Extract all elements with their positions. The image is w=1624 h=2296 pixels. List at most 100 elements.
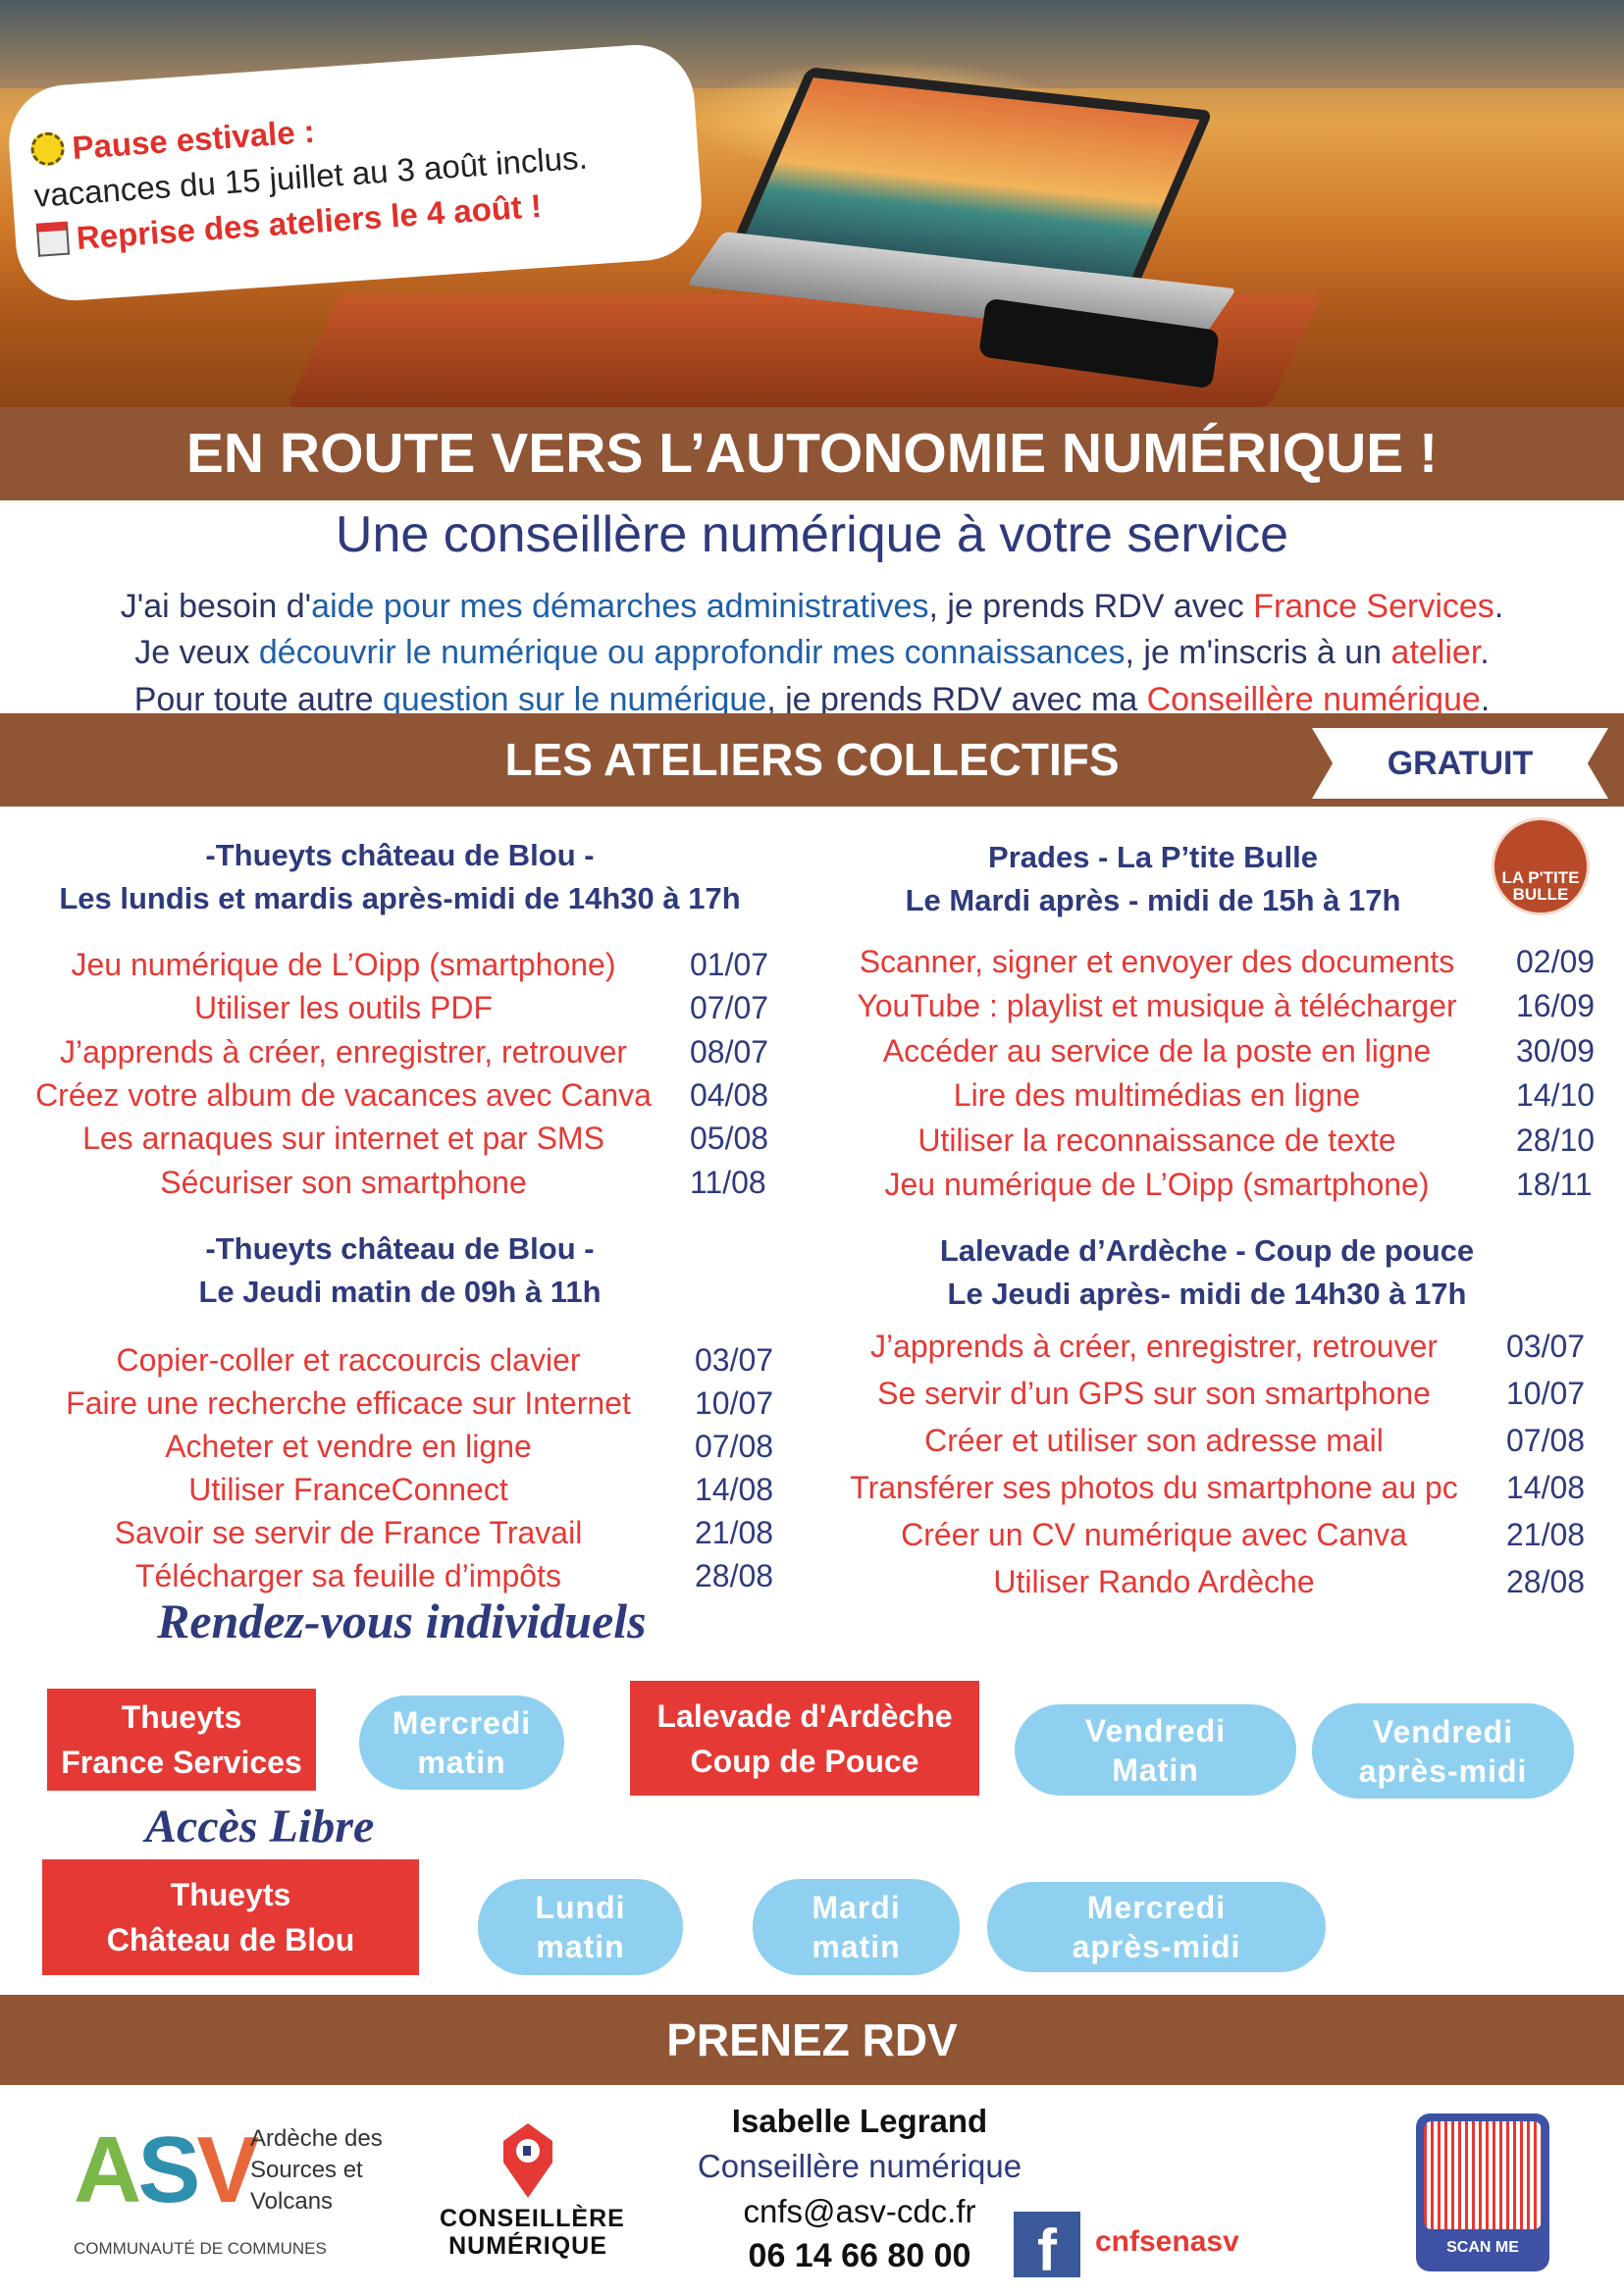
- workshop-title: Créez votre album de vacances avec Canva: [35, 1076, 652, 1113]
- workshop-title: Lire des multimédias en ligne: [953, 1077, 1361, 1114]
- workshop-date: 14/08: [695, 1472, 774, 1507]
- page-subtitle: Une conseillère numérique à votre servic…: [335, 506, 1289, 563]
- intro-segment: Conseillère numérique: [1146, 681, 1481, 718]
- workshop-title: Savoir se servir de France Travail: [114, 1515, 583, 1550]
- workshop-title: Se servir d’un GPS sur son smartphone: [877, 1376, 1431, 1411]
- contact-email[interactable]: cnfs@asv-cdc.fr: [743, 2193, 976, 2229]
- workshop-title: Créer et utiliser son adresse mail: [924, 1423, 1384, 1458]
- workshop-title: YouTube : playlist et musique à téléchar…: [857, 988, 1457, 1024]
- intro-segment: , je prends RDV avec ma: [766, 681, 1147, 718]
- workshop-date: 04/08: [690, 1076, 769, 1113]
- intro-segment: Pour toute autre: [133, 681, 383, 718]
- workshop-date: 05/08: [690, 1121, 769, 1157]
- libre-slot-lundi: Lundi matin: [478, 1879, 683, 1975]
- intro-segment: J'ai besoin d': [120, 588, 312, 625]
- rdv-place-thueyts: Thueyts France Services: [47, 1689, 316, 1791]
- workshop-title: Acheter et vendre en ligne: [165, 1429, 532, 1464]
- rdv-slot-vendredi-apres-midi: Vendredi après-midi: [1312, 1703, 1574, 1799]
- sun-icon: [29, 130, 66, 167]
- intro-line: Je veux découvrir le numérique ou approf…: [0, 629, 1624, 676]
- workshop-title: Scanner, signer et envoyer des documents: [859, 944, 1455, 979]
- workshop-title: Utiliser FranceConnect: [188, 1472, 508, 1507]
- facebook-icon[interactable]: f: [1014, 2212, 1080, 2283]
- conseiller-numerique-logo: CONSEILLÈRE NUMÉRIQUE: [440, 2121, 624, 2269]
- workshop-title: Faire une recherche efficace sur Interne…: [66, 1385, 631, 1421]
- intro-segment: aide pour mes démarches administratives: [311, 588, 929, 625]
- libre-slot-mardi: Mardi matin: [753, 1879, 960, 1975]
- group-place: Lalevade d’Ardèche - Coup de pouce: [939, 1233, 1475, 1268]
- group-place: -Thueyts château de Blou -: [205, 1231, 595, 1266]
- workshop-date: 03/07: [1506, 1329, 1586, 1364]
- facebook-handle[interactable]: cnfsenasv: [1095, 2225, 1239, 2258]
- intro-segment: Je veux: [134, 634, 259, 671]
- intro-segment: atelier: [1390, 634, 1481, 671]
- libre-title: Accès Libre: [145, 1800, 375, 1852]
- workshop-title: Copier-coller et raccourcis clavier: [116, 1342, 581, 1378]
- group-schedule: Le Jeudi matin de 09h à 11h: [198, 1275, 602, 1309]
- workshop-title: Utiliser la reconnaissance de texte: [917, 1122, 1396, 1158]
- workshop-title: J’apprends à créer, enregistrer, retrouv…: [59, 1033, 628, 1070]
- group-schedule: Les lundis et mardis après-midi de 14h30…: [59, 881, 741, 915]
- workshop-date: 14/10: [1516, 1077, 1596, 1114]
- workshop-title: Jeu numérique de L’Oipp (smartphone): [71, 947, 616, 982]
- workshop-title: Les arnaques sur internet et par SMS: [82, 1121, 604, 1157]
- contact-phone[interactable]: 06 14 66 80 00: [748, 2237, 971, 2274]
- libre-place-thueyts: Thueyts Château de Blou: [42, 1859, 419, 1975]
- page-title: EN ROUTE VERS L’AUTONOMIE NUMÉRIQUE !: [0, 407, 1624, 500]
- workshop-date: 01/07: [690, 947, 769, 982]
- intro-segment: .: [1493, 588, 1504, 625]
- workshop-date: 10/07: [695, 1385, 774, 1421]
- group-schedule: Le Mardi après - midi de 15h à 17h: [905, 883, 1401, 917]
- ateliers-header: LES ATELIERS COLLECTIFS GRATUIT: [0, 713, 1624, 807]
- intro-line: J'ai besoin d'aide pour mes démarches ad…: [0, 583, 1624, 630]
- rdv-slot-mercredi-matin: Mercredi matin: [359, 1696, 564, 1790]
- group-place: Prades - La P’tite Bulle: [988, 840, 1318, 874]
- workshop-title: J’apprends à créer, enregistrer, retrouv…: [869, 1329, 1439, 1364]
- workshop-date: 07/08: [695, 1429, 774, 1464]
- workshop-date: 18/11: [1516, 1167, 1593, 1202]
- workshop-title: Sécuriser son smartphone: [160, 1164, 527, 1200]
- workshop-date: 21/08: [695, 1515, 774, 1550]
- workshop-title: Transférer ses photos du smartphone au p…: [850, 1470, 1458, 1505]
- contact-name: Isabelle Legrand: [731, 2103, 988, 2139]
- workshop-title: Créer un CV numérique avec Canva: [901, 1517, 1407, 1552]
- contact-role: Conseillère numérique: [697, 2148, 1022, 2184]
- workshop-date: 02/09: [1516, 944, 1596, 979]
- location-pin-icon: [503, 2123, 552, 2198]
- workshop-date: 28/08: [1506, 1564, 1586, 1599]
- workshop-date: 10/07: [1506, 1376, 1586, 1411]
- intro-segment: .: [1480, 634, 1490, 671]
- intro-segment: , je prends RDV avec: [928, 588, 1254, 625]
- intro-segment: , je m'inscris à un: [1125, 634, 1391, 671]
- intro-segment: .: [1480, 681, 1491, 718]
- workshop-date: 03/07: [695, 1342, 774, 1378]
- group-place: -Thueyts château de Blou -: [205, 838, 595, 872]
- workshop-date: 28/10: [1516, 1122, 1596, 1158]
- libre-slot-mercredi: Mercredi après-midi: [987, 1882, 1326, 1972]
- intro-segment: France Services: [1253, 588, 1494, 625]
- workshop-date: 14/08: [1506, 1470, 1586, 1505]
- workshop-date: 07/08: [1506, 1423, 1586, 1458]
- workshop-title: Télécharger sa feuille d’impôts: [135, 1558, 561, 1593]
- workshop-date: 07/07: [690, 990, 769, 1026]
- intro-segment: question sur le numérique: [383, 681, 767, 718]
- workshop-title: Jeu numérique de L’Oipp (smartphone): [884, 1167, 1430, 1202]
- prenez-rdv-band: PRENEZ RDV: [0, 1995, 1624, 2085]
- rdv-title: Rendez-vous individuels: [157, 1593, 647, 1648]
- workshop-date: 16/09: [1516, 988, 1596, 1024]
- workshop-title: Utiliser les outils PDF: [193, 990, 494, 1026]
- workshop-title: Accéder au service de la poste en ligne: [882, 1032, 1432, 1069]
- workshop-date: 08/07: [690, 1033, 769, 1070]
- workshop-date: 21/08: [1506, 1517, 1586, 1552]
- ateliers-title: LES ATELIERS COLLECTIFS: [504, 734, 1120, 785]
- asv-logo: ASV Ardèche des Sources et Volcans COMMUNA…: [74, 2117, 383, 2259]
- workshop-date: 30/09: [1516, 1032, 1596, 1069]
- la-ptite-bulle-logo: LA P'TITE BULLE: [1492, 817, 1590, 915]
- intro-segment: découvrir le numérique ou approfondir me…: [258, 634, 1126, 671]
- rdv-place-lalevade: Lalevade d'Ardèche Coup de Pouce: [630, 1681, 979, 1796]
- qr-code[interactable]: SCAN ME: [1416, 2113, 1549, 2271]
- intro-line: Pour toute autre question sur le numériq…: [0, 676, 1624, 723]
- workshop-date: 28/08: [695, 1558, 774, 1593]
- rdv-slot-vendredi-matin: Vendredi Matin: [1015, 1704, 1296, 1796]
- free-badge: GRATUIT: [1312, 728, 1608, 799]
